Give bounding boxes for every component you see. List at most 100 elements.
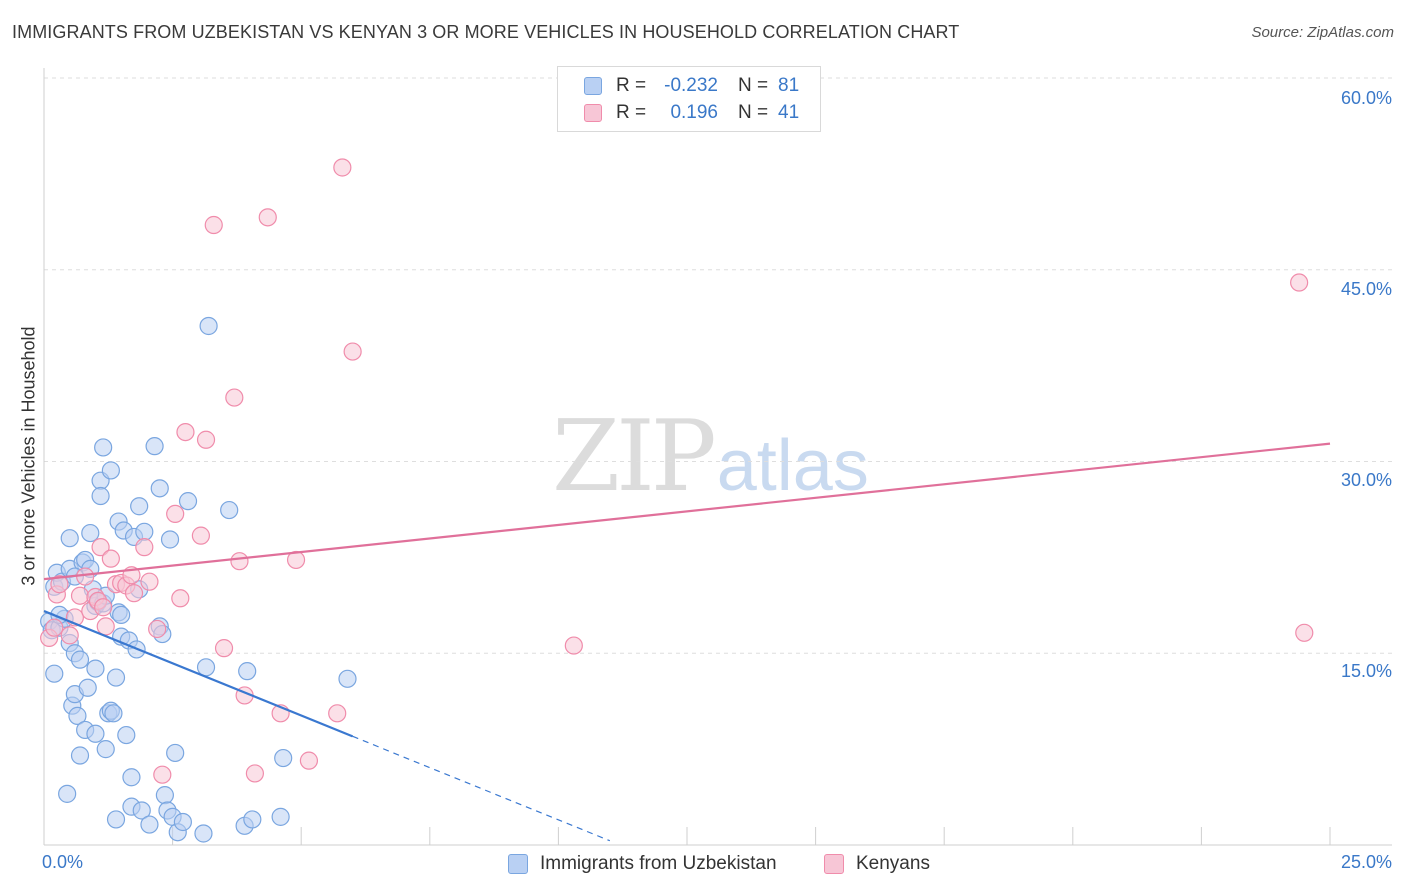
legend-n-label: N =	[738, 102, 769, 123]
trend-lines	[43, 442, 1331, 842]
legend-row-kenyans: R = 0.196 N = 41	[584, 100, 799, 126]
uzbekistan-point	[150, 479, 169, 498]
series-kenyans-points	[40, 158, 1314, 784]
kenyans-point	[1295, 623, 1314, 642]
trend-line-uzbekistan	[43, 610, 354, 738]
kenyans-point	[135, 538, 154, 557]
chart-title: IMMIGRANTS FROM UZBEKISTAN VS KENYAN 3 O…	[12, 22, 960, 42]
kenyans-point	[230, 552, 249, 571]
bottom-legend-kenyans: Kenyans	[824, 850, 930, 878]
uzbekistan-point	[70, 746, 90, 765]
kenyans-point	[343, 342, 362, 361]
uzbekistan-point	[130, 497, 149, 516]
kenyans-point	[328, 704, 347, 723]
uzbekistan-point	[104, 704, 123, 723]
kenyans-point	[45, 618, 64, 637]
y-axis-title: 3 or more Vehicles in Household	[18, 326, 39, 586]
legend-swatch-pink	[584, 104, 602, 122]
series-uzbekistan-points	[40, 316, 357, 843]
uzbekistan-point	[173, 812, 192, 832]
legend-r-value: 0.196	[670, 102, 718, 123]
uzbekistan-point	[86, 659, 105, 678]
kenyans-point	[91, 538, 110, 557]
kenyans-point	[225, 388, 244, 407]
legend-r-label: R =	[616, 75, 647, 96]
y-tick-label-15: 15.0%	[1340, 661, 1392, 681]
uzbekistan-point	[68, 706, 87, 725]
y-tick-label-60: 60.0%	[1340, 88, 1392, 108]
uzbekistan-point	[106, 668, 126, 687]
uzbekistan-point	[45, 664, 64, 683]
kenyans-point	[191, 526, 210, 545]
trend-line-uzbekistan-extrapolated	[352, 735, 611, 842]
uzbekistan-point	[274, 748, 293, 768]
kenyans-point	[96, 617, 115, 636]
uzbekistan-point	[243, 810, 262, 829]
uzbekistan-point	[338, 669, 357, 688]
uzbekistan-point	[101, 461, 120, 480]
uzbekistan-point	[132, 801, 151, 820]
uzbekistan-point	[271, 807, 290, 826]
y-tick-label-45: 45.0%	[1340, 279, 1392, 299]
uzbekistan-point	[238, 662, 257, 681]
kenyans-point	[171, 589, 190, 608]
kenyans-point	[140, 572, 159, 591]
kenyans-point	[204, 215, 223, 235]
legend-r-value: -0.232	[664, 75, 718, 96]
kenyans-point	[564, 636, 583, 655]
kenyans-point	[299, 751, 319, 770]
kenyans-point	[101, 549, 120, 568]
kenyans-point	[50, 575, 69, 594]
kenyans-point	[148, 619, 167, 639]
trend-line-kenyans	[43, 442, 1331, 581]
uzbekistan-point	[60, 529, 79, 548]
legend-n-label: N =	[738, 75, 769, 96]
kenyans-point	[124, 584, 144, 603]
kenyans-point	[166, 504, 185, 524]
axes	[43, 68, 1392, 846]
kenyans-point	[245, 764, 265, 783]
uzbekistan-point	[78, 678, 97, 697]
uzbekistan-point	[166, 743, 185, 763]
uzbekistan-point	[155, 786, 174, 805]
bottom-legend-swatch-blue	[508, 854, 528, 874]
kenyans-point	[70, 586, 90, 605]
uzbekistan-point	[122, 768, 141, 787]
legend-row-uzbekistan: R = -0.232 N = 81	[584, 73, 799, 99]
uzbekistan-point	[94, 438, 113, 457]
uzbekistan-point	[106, 810, 126, 829]
bottom-legend-label-uzbekistan: Immigrants from Uzbekistan	[540, 853, 777, 874]
stats-legend: R = -0.232 N = 81 R = 0.196 N = 41	[557, 66, 821, 132]
kenyans-point	[153, 765, 172, 784]
uzbekistan-point	[160, 530, 180, 549]
kenyans-point	[214, 639, 234, 658]
legend-n-value: 81	[778, 75, 800, 96]
bottom-legend-swatch-pink	[824, 854, 844, 874]
legend-n-value: 41	[778, 102, 800, 123]
legend-swatch-blue	[584, 77, 602, 95]
uzbekistan-point	[220, 500, 239, 520]
uzbekistan-point	[145, 437, 164, 456]
uzbekistan-point	[86, 724, 105, 743]
uzbekistan-point	[70, 650, 90, 669]
uzbekistan-point	[96, 740, 115, 759]
y-tick-label-30: 30.0%	[1340, 470, 1392, 490]
kenyans-point	[196, 430, 216, 449]
bottom-legend-uzbekistan: Immigrants from Uzbekistan	[508, 850, 777, 878]
uzbekistan-point	[117, 725, 136, 745]
kenyans-point	[333, 158, 352, 177]
bottom-legend-label-kenyans: Kenyans	[856, 853, 930, 874]
kenyans-point	[176, 422, 195, 442]
source-label: Source: ZipAtlas.com	[1251, 24, 1394, 41]
uzbekistan-point	[112, 605, 131, 625]
uzbekistan-point	[81, 523, 100, 543]
x-tick-label-max: 25.0%	[1340, 852, 1392, 872]
uzbekistan-point	[91, 486, 110, 506]
kenyans-point	[258, 208, 277, 227]
uzbekistan-point	[58, 784, 77, 803]
kenyans-point	[1290, 273, 1309, 292]
kenyans-point	[286, 550, 306, 570]
uzbekistan-point	[135, 522, 154, 541]
kenyans-point	[76, 567, 95, 586]
